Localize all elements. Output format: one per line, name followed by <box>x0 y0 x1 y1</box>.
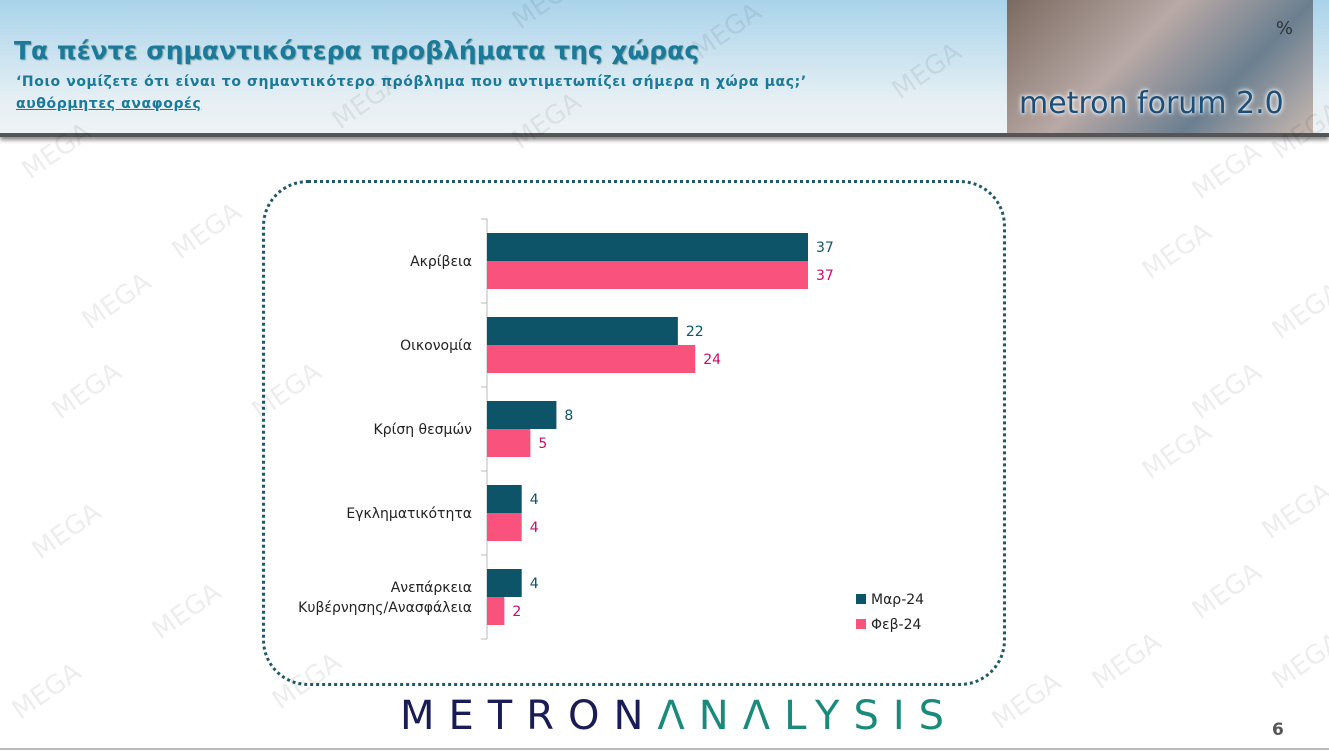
page-note: αυθόρμητες αναφορές <box>16 96 202 112</box>
brand-part1: METRON <box>400 693 658 739</box>
bar <box>487 261 808 289</box>
page-title: Τα πέντε σημαντικότερα προβλήματα της χώ… <box>14 36 700 65</box>
watermark-text: MEGA <box>7 657 87 726</box>
page-number: 6 <box>1272 720 1284 740</box>
watermark-text: MEGA <box>1137 417 1217 486</box>
legend-label: Μαρ-24 <box>871 592 924 608</box>
category-label: Κυβέρνησης/Ανασφάλεια <box>298 600 472 616</box>
watermark-text: MEGA <box>1187 557 1267 626</box>
legend-swatch <box>856 594 866 604</box>
page-subtitle: ‘Ποιο νομίζετε ότι είναι το σημαντικότερ… <box>16 74 807 90</box>
data-label: 37 <box>816 240 834 256</box>
watermark-text: MEGA <box>167 197 247 266</box>
data-label: 4 <box>530 492 539 508</box>
watermark-text: MEGA <box>1087 627 1167 696</box>
category-label: Οικονομία <box>400 338 472 354</box>
watermark-text: MEGA <box>247 357 327 426</box>
watermark-text: MEGA <box>1137 217 1217 286</box>
bar <box>487 513 522 541</box>
bar <box>487 233 808 261</box>
watermark-text: MEGA <box>1267 97 1329 166</box>
data-label: 4 <box>530 576 539 592</box>
bar <box>487 597 505 625</box>
bar <box>487 345 696 373</box>
watermark-text: MEGA <box>507 87 587 156</box>
bar <box>487 429 531 457</box>
data-label: 24 <box>703 352 721 368</box>
watermark-text: MEGA <box>1257 477 1329 546</box>
data-label: 4 <box>530 520 539 536</box>
watermark-text: MEGA <box>47 357 127 426</box>
data-label: 2 <box>512 604 521 620</box>
data-label: 8 <box>564 408 573 424</box>
watermark-text: MEGA <box>1267 277 1329 346</box>
chart-frame <box>262 180 1006 686</box>
data-label: 5 <box>538 436 547 452</box>
watermark-text: MEGA <box>887 37 967 106</box>
watermark-text: MEGA <box>687 0 767 66</box>
watermark-text: MEGA <box>17 117 97 186</box>
watermark-text: MEGA <box>327 67 407 136</box>
category-label: Κρίση θεσμών <box>374 422 473 438</box>
brand-part2: ΛNΛLYSIS <box>657 693 959 739</box>
percent-symbol: % <box>1275 18 1293 39</box>
category-label: Ακρίβεια <box>410 254 472 270</box>
watermark-text: MEGA <box>267 647 347 716</box>
bar <box>487 569 522 597</box>
data-label: 22 <box>686 324 704 340</box>
header: Τα πέντε σημαντικότερα προβλήματα της χώ… <box>0 0 1329 137</box>
bar <box>487 401 557 429</box>
watermark-text: MEGA <box>27 497 107 566</box>
divider <box>0 748 1329 750</box>
category-label: Ανεπάρκεια <box>391 580 472 596</box>
legend-swatch <box>856 619 866 629</box>
watermark-text: MEGA <box>507 0 587 36</box>
logo-text: metron forum 2.0 <box>1019 86 1284 121</box>
watermark-text: MEGA <box>77 267 157 336</box>
category-label: Εγκληματικότητα <box>346 506 472 522</box>
watermark-text: MEGA <box>1187 137 1267 206</box>
watermark-text: MEGA <box>1187 357 1267 426</box>
metron-forum-logo: % metron forum 2.0 <box>1007 0 1313 133</box>
bar <box>487 317 678 345</box>
bar <box>487 485 522 513</box>
watermark-text: MEGA <box>987 667 1067 736</box>
metron-analysis-logo: METRONΛNΛLYSIS <box>400 693 958 739</box>
watermark-text: MEGA <box>1267 627 1329 696</box>
watermark-text: MEGA <box>147 577 227 646</box>
data-label: 37 <box>816 268 834 284</box>
legend-label: Φεβ-24 <box>871 617 921 633</box>
